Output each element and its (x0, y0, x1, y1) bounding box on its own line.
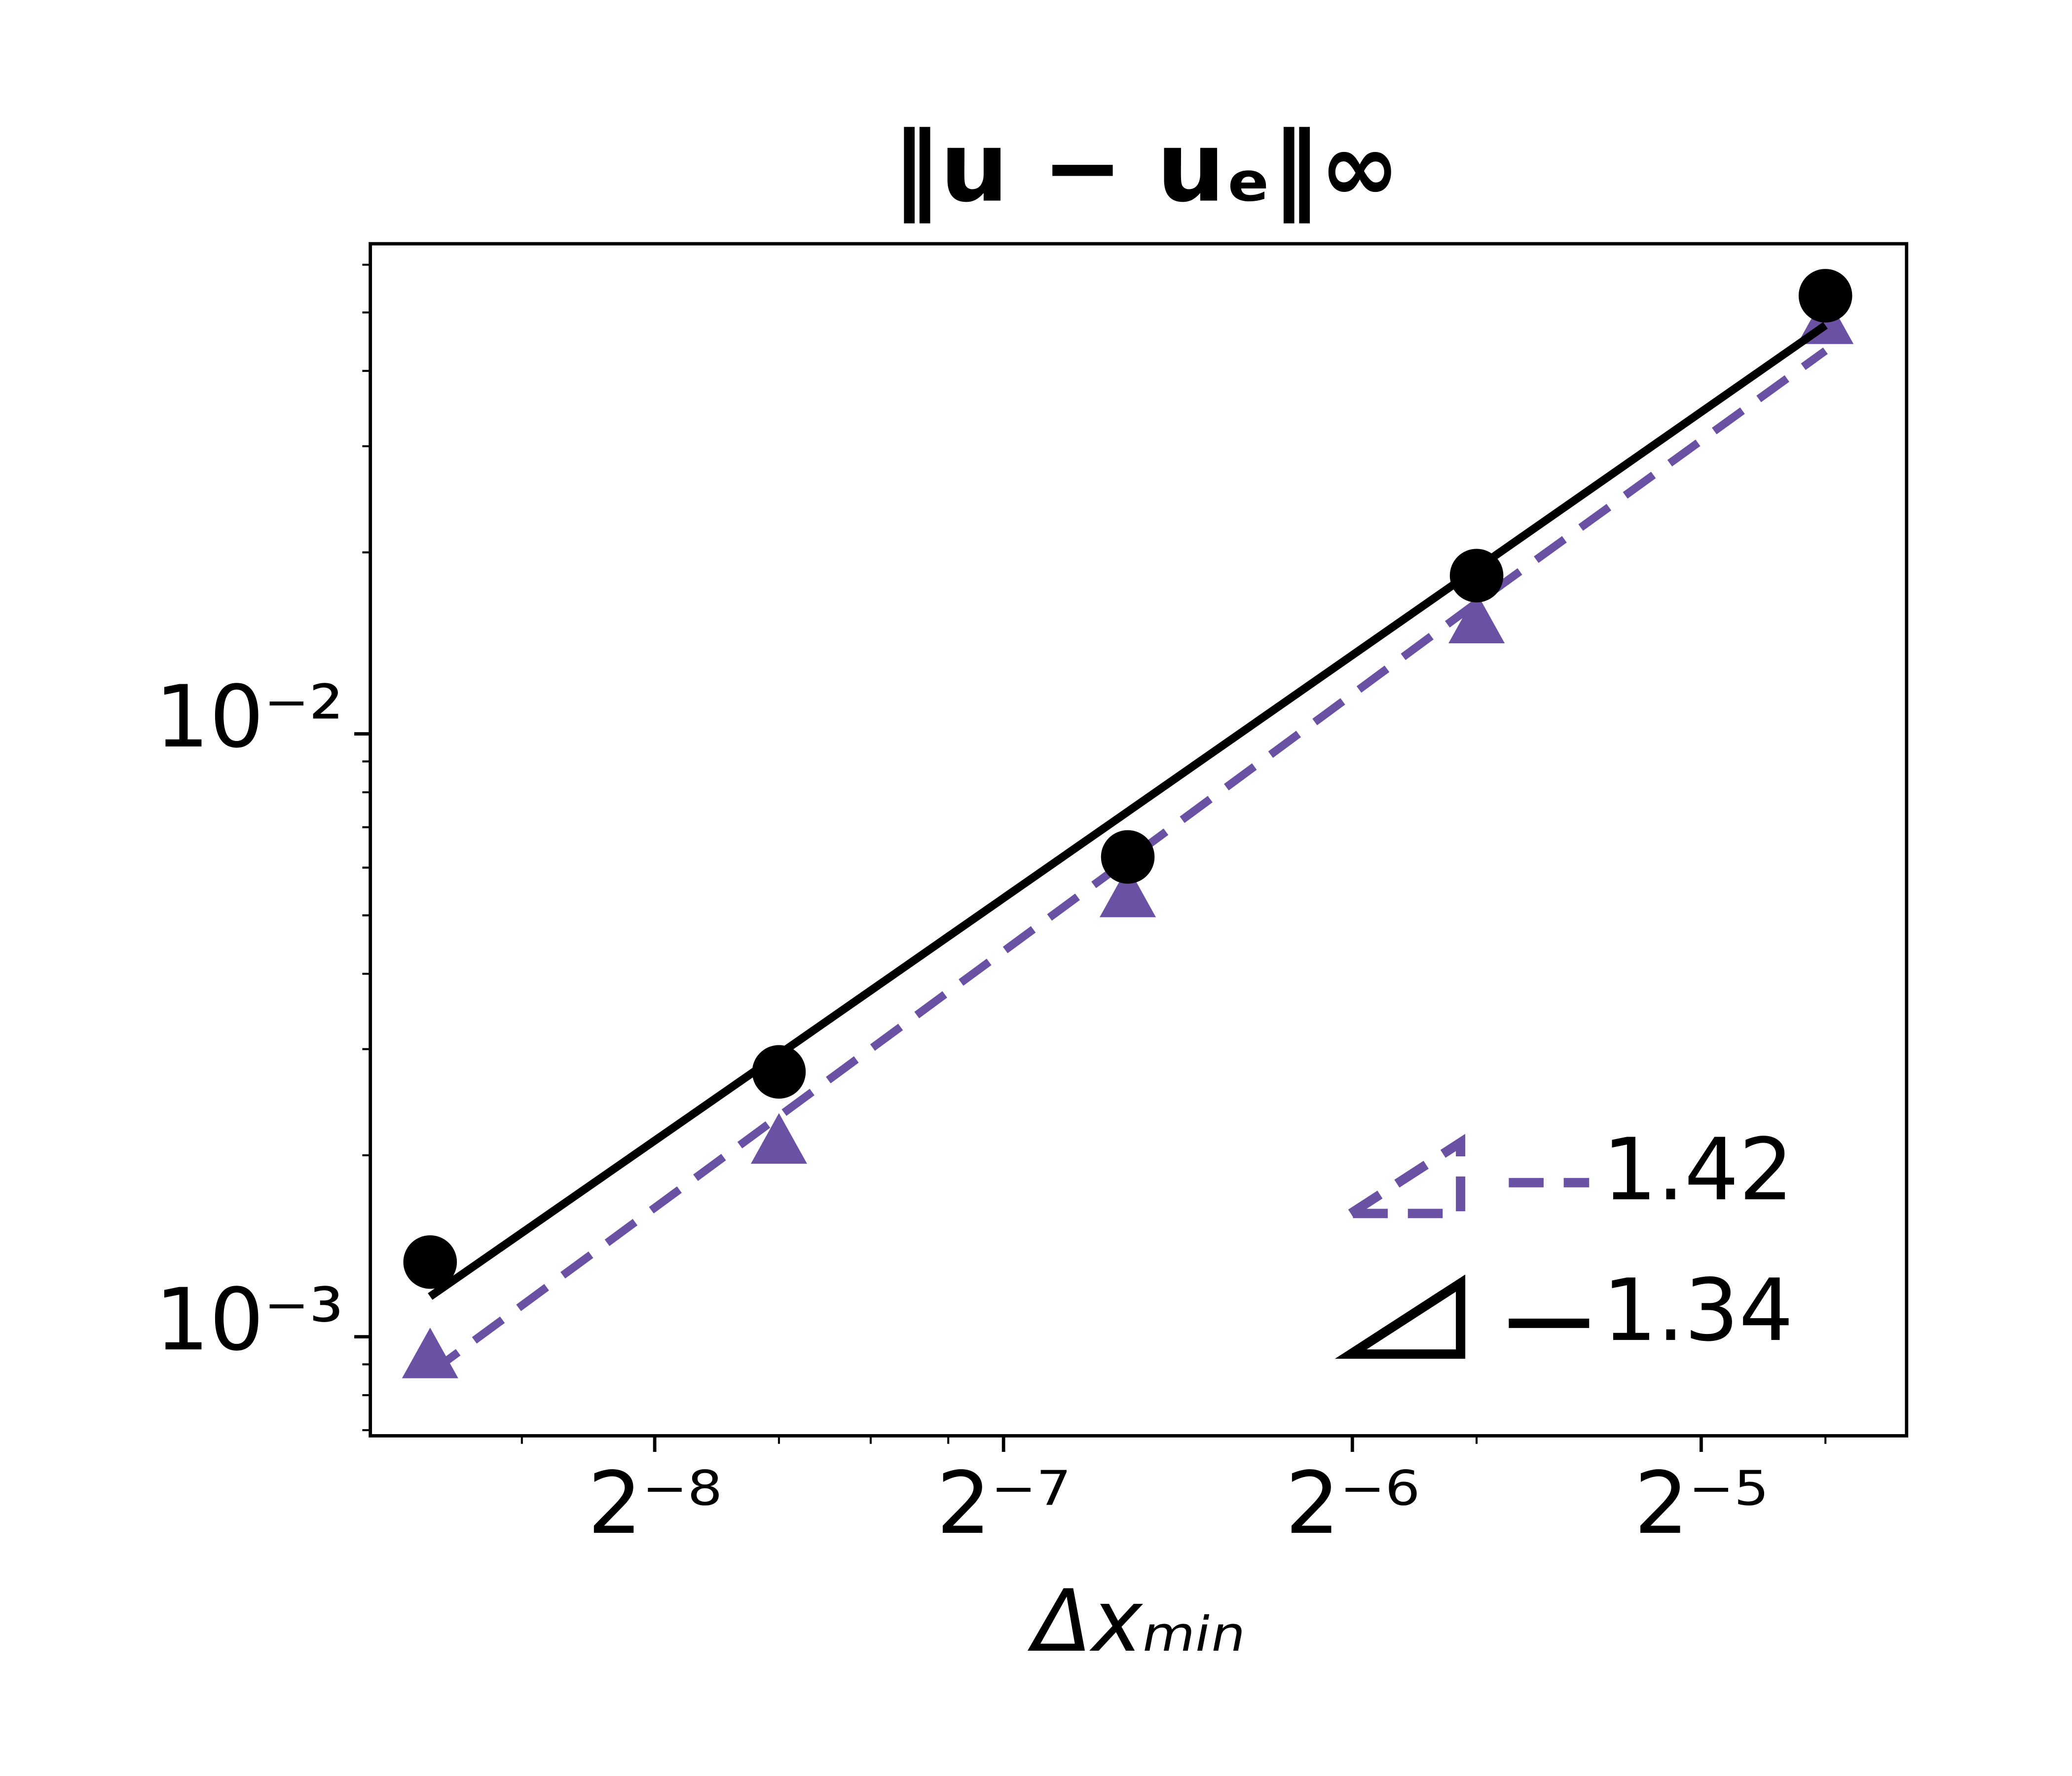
x-tick-label: 2⁻⁶ (1285, 1453, 1419, 1553)
fit-line (428, 347, 1828, 1376)
x-axis-label: Δxₘᵢₙ (1028, 1571, 1245, 1671)
marker-triangle (402, 1328, 458, 1378)
marker-circle (752, 1045, 806, 1099)
marker-circle (1798, 269, 1852, 323)
x-tick-label: 2⁻⁷ (936, 1453, 1071, 1553)
plot-frame (369, 242, 1909, 1438)
y-tick-label: 10⁻² (155, 667, 343, 767)
legend-slope-icon (1334, 1134, 1466, 1219)
fit-line (428, 322, 1828, 1300)
y-tick-label: 10⁻³ (155, 1270, 343, 1369)
x-tick-label: 2⁻⁸ (588, 1453, 722, 1553)
marker-circle (1101, 830, 1155, 884)
marker-circle (403, 1235, 457, 1289)
marker-triangle (1448, 592, 1505, 643)
legend-label: 1.34 (1602, 1260, 1793, 1360)
chart-title: ‖u − uₑ‖∞ (892, 112, 1400, 224)
marker-triangle (750, 1113, 807, 1164)
legend-label: 1.42 (1602, 1120, 1793, 1220)
marker-triangle (1100, 866, 1156, 918)
marker-circle (1449, 549, 1504, 603)
x-tick-label: 2⁻⁵ (1634, 1453, 1768, 1553)
legend-slope-icon (1334, 1274, 1466, 1359)
